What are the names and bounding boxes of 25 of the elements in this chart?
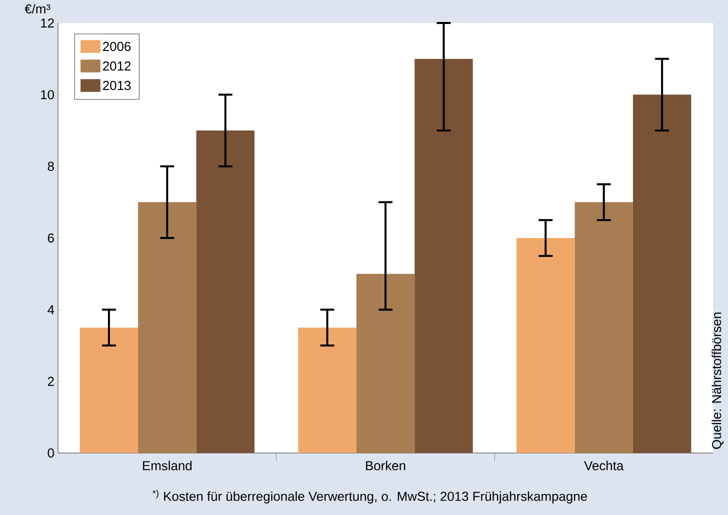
bar	[356, 274, 415, 453]
y-tick-label: 6	[48, 233, 54, 243]
x-tick-label: Emsland	[143, 460, 192, 470]
bar	[80, 328, 138, 453]
y-tick-label: 2	[48, 376, 54, 386]
y-tick-label: 10	[41, 90, 54, 100]
legend-label: 2006	[103, 42, 131, 52]
bar	[632, 94, 692, 453]
bar	[138, 202, 196, 453]
legend-label: 2012	[103, 61, 131, 71]
bar	[574, 202, 633, 453]
y-tick-label: 12	[41, 18, 54, 28]
y-tick-label: 4	[48, 305, 54, 314]
legend-label: 2013	[103, 80, 131, 90]
bar	[298, 328, 356, 453]
x-tick-label: Borken	[366, 460, 406, 470]
bar	[196, 130, 254, 453]
bar	[414, 58, 473, 453]
y-tick-label: 8	[48, 162, 54, 171]
y-axis-title: €/m³	[24, 4, 50, 14]
bar	[516, 238, 575, 453]
y-tick-label: 0	[48, 448, 54, 458]
annotation: Quelle: Nährstoffbörsen	[712, 312, 724, 449]
x-tick-label: Vechta	[584, 460, 624, 470]
text: $^{*)}$ Kosten für überregionale Verwertung, o. MwSt.; 2013 Frühjahrskampagne	[152, 490, 587, 504]
